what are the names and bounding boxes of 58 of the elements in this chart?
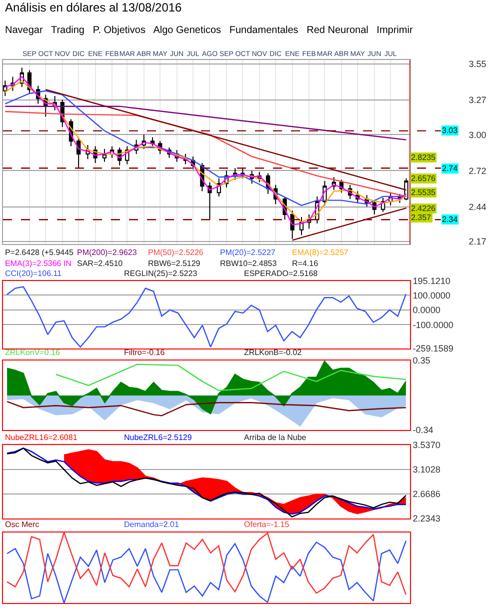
chart-subtitle: Navegar Trading P. Objetivos Algo Geneticos Fundamentales Red Neuronal Imprimir xyxy=(5,25,414,36)
ref-line-label: 2.74 xyxy=(442,164,458,173)
text: Arriba de la Nube xyxy=(244,433,307,442)
annotation: 2.8235 xyxy=(411,153,436,162)
line-series xyxy=(55,364,407,392)
y-tick-label: 0.35 xyxy=(412,355,430,366)
y-tick-label: 3.55 xyxy=(468,59,486,70)
text: REGLIN(25)=2.5223 xyxy=(124,269,198,278)
line-series xyxy=(4,90,407,206)
y-tick-label: 2.6686 xyxy=(412,489,440,500)
annotation: 2.6576 xyxy=(411,174,436,183)
text: EMA(8)=2.5257 xyxy=(292,248,349,257)
text: PM(50)=2.5226 xyxy=(148,248,204,257)
y-tick-label: 2.44 xyxy=(468,202,486,212)
y-tick-label: 195.1210 xyxy=(412,276,450,286)
line-series xyxy=(6,400,407,416)
text: R=4.16 xyxy=(292,259,319,268)
text: P=2.6428 (+5.9445 xyxy=(5,248,74,257)
y-tick-label: -0.34 xyxy=(412,424,434,435)
text: RBW10=2.4853 xyxy=(220,259,278,268)
series-label: Oferta=-1.15 xyxy=(244,520,290,529)
annotation: 2.4226 xyxy=(411,204,436,213)
y-tick-label: 2.72 xyxy=(468,166,486,176)
text: RBW6=2.5129 xyxy=(148,259,201,268)
candlestick xyxy=(208,182,212,220)
y-tick-label: 2.2343 xyxy=(412,513,440,524)
text: EMA(3)=2.5366 IN xyxy=(5,259,72,268)
y-tick-label: 0.0000 xyxy=(412,305,440,316)
series-label: CCI(20)=106.11 xyxy=(5,269,62,278)
y-tick-label: 3.1028 xyxy=(412,464,440,475)
y-tick-label: -100.0000 xyxy=(412,320,454,330)
y-tick-label: 2.17 xyxy=(468,236,486,247)
chart-title: Análisis en dólares al 13/08/2016 xyxy=(4,0,182,14)
text: ESPERADO=2.5168 xyxy=(244,269,318,278)
text: NubeZRL6=2.5129 xyxy=(124,433,192,442)
y-tick-label: 3.00 xyxy=(468,130,486,140)
y-tick-label: 3.27 xyxy=(468,95,486,106)
text: Demanda=2.01 xyxy=(124,520,180,529)
text: ZRLKonV=0.16 xyxy=(5,348,60,357)
y-tick-label: -259.1589 xyxy=(412,343,454,354)
text: PM(200)=2.9623 xyxy=(77,248,138,257)
annotation: 2.5535 xyxy=(411,188,436,197)
chart-title: Osc Merc xyxy=(5,520,40,529)
annotation: ZRLKonB=-0.02 xyxy=(244,348,302,357)
text: PM(20)=2.5227 xyxy=(220,248,276,257)
candlestick xyxy=(76,136,81,169)
candlestick xyxy=(102,148,107,162)
candlestick xyxy=(3,80,8,97)
ref-line-label: 2.34 xyxy=(442,215,458,224)
text: Filtro=-0.16 xyxy=(124,348,166,357)
annotation: 2.357 xyxy=(411,213,432,222)
text: SAR=2.4510 xyxy=(77,259,124,268)
y-tick-label: 3.5370 xyxy=(412,440,440,450)
line-series xyxy=(4,110,407,198)
ref-line-label: 3.03 xyxy=(442,126,458,135)
y-tick-label: 100.0000 xyxy=(412,290,450,300)
series-label: NubeZRL16=2.6081 xyxy=(5,433,78,442)
line-series xyxy=(6,286,407,348)
